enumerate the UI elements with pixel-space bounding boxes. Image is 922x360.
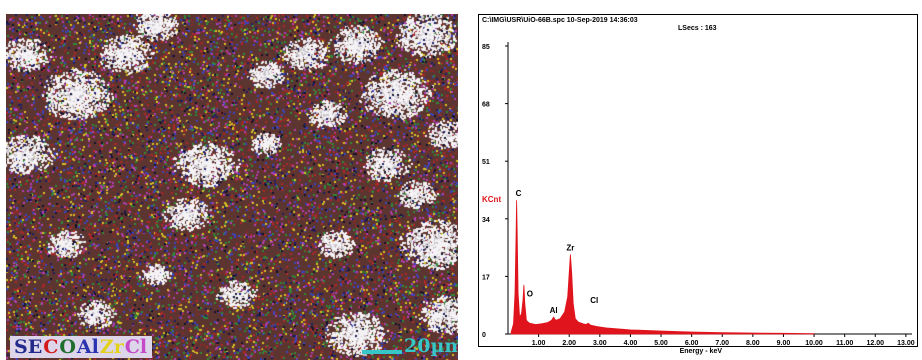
peak-label-al: Al: [550, 306, 558, 315]
legend-o: O: [59, 336, 76, 358]
x-tick-label: 1.00: [532, 340, 546, 347]
y-tick-label: 34: [482, 217, 490, 224]
x-axis-label: Energy - keV: [680, 348, 723, 355]
y-tick-label: 68: [482, 102, 490, 109]
spectrum-file-header: C:\IMG\USR\UiO-66B.spc 10-Sep-2019 14:36…: [482, 17, 638, 24]
x-tick-label: 12.00: [867, 340, 885, 347]
x-tick-label: 4.00: [624, 340, 638, 347]
legend-c: C: [43, 336, 59, 358]
scale-bar: [362, 350, 402, 354]
y-tick-label: 17: [482, 274, 490, 281]
x-tick-label: 13.00: [897, 340, 915, 347]
x-tick-label: 8.00: [746, 340, 760, 347]
legend-al: Al: [76, 336, 99, 358]
x-tick-label: 5.00: [654, 340, 668, 347]
x-tick-label: 10.00: [805, 340, 823, 347]
x-tick-label: 9.00: [777, 340, 791, 347]
scale-label: 20µm: [404, 335, 458, 357]
eds-spectrum-panel: C:\IMG\USR\UiO-66B.spc 10-Sep-2019 14:36…: [478, 14, 922, 360]
y-tick-label: 0: [482, 332, 486, 339]
x-tick-label: 7.00: [715, 340, 729, 347]
peak-label-o: O: [527, 290, 533, 299]
legend-cl: Cl: [124, 336, 148, 358]
peak-label-cl: Cl: [590, 296, 598, 305]
spectrum-frame: [478, 14, 918, 347]
legend-se: SE: [14, 336, 43, 358]
y-tick-label: 51: [482, 159, 490, 166]
element-legend: SECOAlZrCl: [10, 336, 153, 358]
y-axis-label: KCnt: [482, 195, 501, 204]
eds-spectrum-chart: 0 17 34 51 68 85 1.00 2.00 3.00 4.00 5.00 6.00 7.00 8…: [482, 42, 915, 355]
elemental-map: SECOAlZrCl 20µm: [6, 14, 458, 360]
y-tick-label: 85: [482, 44, 490, 51]
x-tick-label: 11.00: [836, 340, 853, 347]
x-tick-label: 6.00: [685, 340, 699, 347]
spectrum-area: [510, 200, 815, 335]
spectrum-live-seconds: LSecs : 163: [678, 25, 717, 32]
x-tick-label: 2.00: [562, 340, 576, 347]
elemental-map-image: [6, 14, 458, 360]
peak-label-zr: Zr: [566, 243, 574, 252]
legend-zr: Zr: [99, 336, 124, 358]
peak-label-c: C: [516, 189, 522, 198]
x-tick-label: 3.00: [593, 340, 607, 347]
